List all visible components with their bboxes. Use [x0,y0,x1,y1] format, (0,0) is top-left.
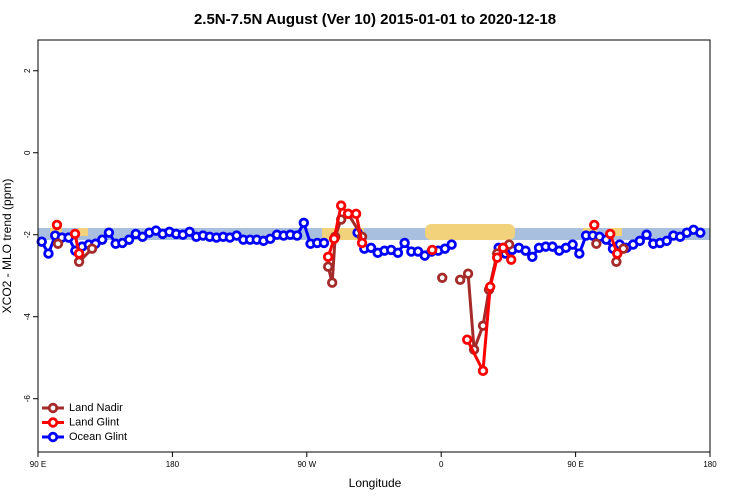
legend-marker [47,431,59,443]
data-point [399,237,410,249]
y-tick-label: 0 [23,150,32,155]
land-patch [425,224,515,240]
data-point [52,238,64,249]
x-axis-title: Longitude [349,476,402,490]
y-tick-label: -6 [23,395,32,403]
data-point [695,227,706,238]
data-point [335,200,347,211]
y-tick-label: -4 [23,313,32,321]
data-point [461,334,473,345]
legend-marker [47,417,59,428]
data-point [184,226,195,238]
data-point [527,251,538,263]
data-point [611,256,622,267]
data-point [322,251,334,263]
data-point [326,277,338,288]
data-point [318,237,330,249]
data-point [123,234,135,245]
x-tick-label: 90 E [567,460,583,469]
data-point [567,239,578,250]
series-line [73,204,619,373]
data-point [574,248,585,259]
y-axis-title: XCO2 - MLO trend (ppm) [0,179,14,314]
data-point [73,248,85,259]
data-point [589,219,600,231]
data-point [661,235,672,247]
data-point [97,234,108,245]
data-point [51,219,63,231]
x-tick-label: 0 [439,460,444,469]
legend-label: Land Glint [69,416,119,428]
data-point [36,236,47,247]
x-tick-label: 90 E [30,460,46,469]
data-point [43,248,54,259]
y-tick-label: 2 [23,68,32,73]
data-point [605,228,616,240]
data-point [298,217,310,229]
data-point [520,245,531,256]
data-point [356,237,368,249]
data-point [454,274,466,286]
land-patch [610,228,622,236]
x-tick-label: 180 [703,460,717,469]
data-point [73,256,85,267]
data-point [69,228,81,240]
data-point [641,229,652,240]
x-tick-label: 180 [166,460,180,469]
data-point [477,365,489,377]
legend-label: Ocean Glint [69,431,127,443]
y-tick-label: -2 [23,231,32,239]
legend-label: Land Nadir [69,402,123,414]
legend-marker [47,402,59,414]
data-point [392,247,404,258]
land-patch [78,228,88,236]
legend: Land Nadir Land Glint Ocean Glint [42,402,127,443]
data-point [328,233,340,245]
data-point [462,268,474,279]
data-point [497,242,509,254]
x-tick-label: 90 W [297,460,316,469]
plot-frame [37,39,711,453]
data-point [446,239,457,250]
data-point [427,244,438,256]
data-point [437,272,448,283]
series-line [78,212,625,351]
data-point [322,261,334,272]
data-point [103,227,115,238]
data-point [365,242,377,254]
data-point [291,230,303,241]
data-point [506,254,517,265]
data-point [591,238,602,249]
data-point [350,208,362,220]
data-point [342,208,354,220]
data-point [492,252,503,263]
chart-title: 2.5N-7.5N August (Ver 10) 2015-01-01 to … [194,11,556,28]
data-point [612,248,623,259]
data-point [86,243,98,254]
data-point [484,281,496,292]
data-point [634,235,646,247]
plot-area [36,200,706,377]
